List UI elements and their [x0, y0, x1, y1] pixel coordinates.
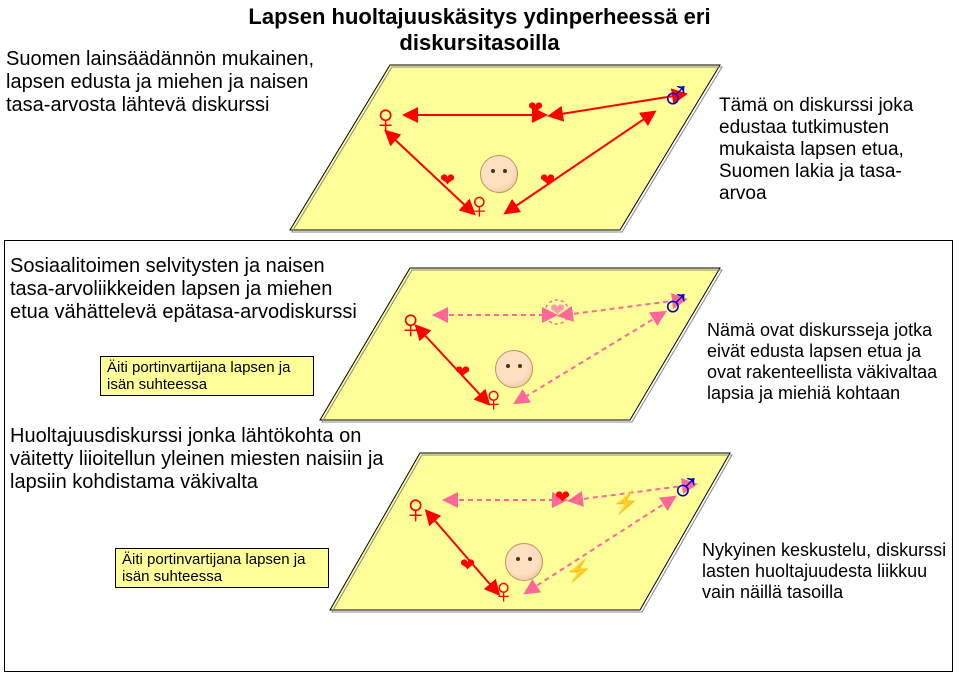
female-symbol: ♀ — [370, 95, 402, 143]
male-symbol: ♂ — [660, 70, 692, 118]
heart-icon: ❤ — [528, 98, 543, 119]
female-symbol: ♀ — [395, 300, 427, 348]
baby-icon — [480, 155, 518, 193]
heart-icon: ❤ — [540, 170, 555, 191]
yellow-annotation-2: Äiti portinvartijana lapsen ja isän suht… — [115, 548, 329, 588]
female-symbol: ♀ — [465, 185, 494, 228]
mid-right-note: Nämä ovat diskursseja jotka eivät edusta… — [707, 320, 947, 404]
female-symbol: ♀ — [400, 485, 432, 533]
heart-icon: ❤ — [555, 487, 570, 508]
heart-icon: ❤ — [550, 300, 565, 321]
male-symbol: ♂ — [660, 278, 692, 326]
baby-icon — [505, 543, 543, 581]
lightning-icon: ⚡ — [612, 490, 639, 516]
baby-icon — [495, 350, 533, 388]
lightning-icon: ⚡ — [565, 558, 592, 584]
yellow-annotation-1: Äiti portinvartijana lapsen ja isän suht… — [100, 356, 314, 396]
heart-icon: ❤ — [455, 362, 470, 383]
top-right-note: Tämä on diskurssi joka edustaa tutkimust… — [719, 95, 949, 205]
heart-icon: ❤ — [460, 555, 475, 576]
male-symbol: ♂ — [670, 462, 702, 510]
heart-icon: ❤ — [440, 170, 455, 191]
